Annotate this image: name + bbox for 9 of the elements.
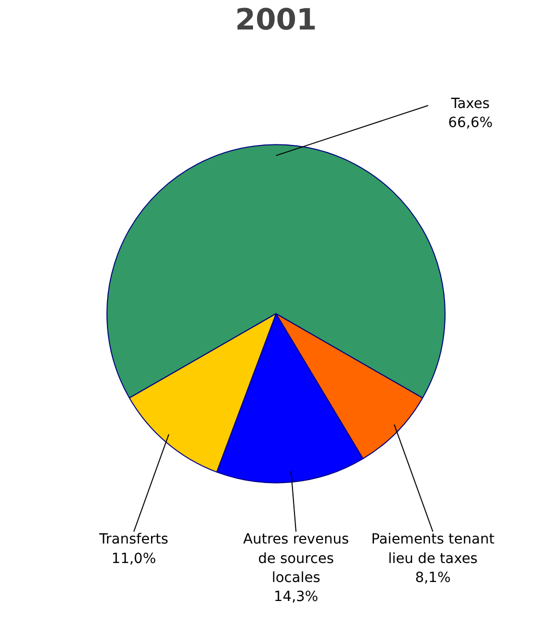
data-label: 66,6% bbox=[448, 115, 493, 132]
data-label: 11,0% bbox=[112, 550, 156, 567]
data-label: 8,1% bbox=[415, 570, 451, 586]
chart-title: 2001 bbox=[235, 2, 317, 36]
slice-label: Taxes bbox=[450, 96, 490, 112]
slice-label: Autres revenus de sources locales bbox=[243, 532, 349, 586]
data-label: 14,3% bbox=[274, 589, 318, 606]
slice-label: Paiements tenant lieu de taxes bbox=[371, 532, 495, 567]
slice-label: Transferts bbox=[98, 532, 168, 548]
